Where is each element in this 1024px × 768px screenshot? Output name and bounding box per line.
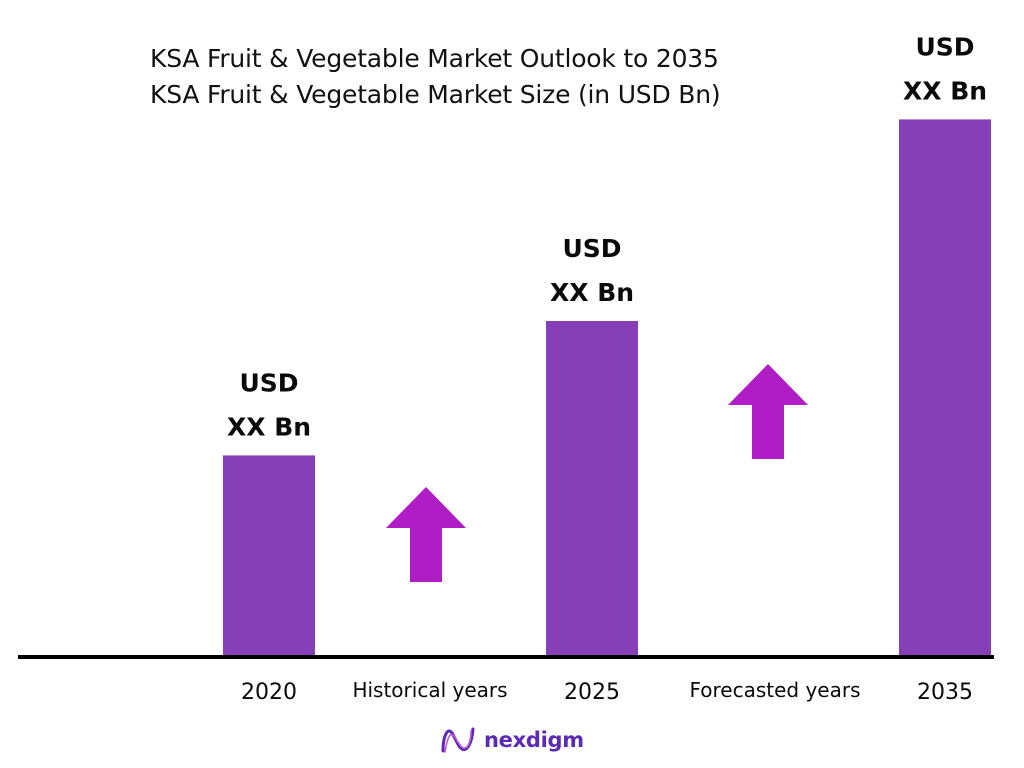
- data-label-2020-1: USD: [239, 368, 298, 397]
- bar-2025: [546, 321, 638, 657]
- nexdigm-logo-icon: [441, 727, 475, 753]
- chart-title: KSA Fruit & Vegetable Market Outlook to …: [150, 44, 719, 73]
- period-label-2: Forecasted years: [689, 678, 860, 702]
- data-label-2025-1: USD: [562, 234, 621, 263]
- data-label-2035-2: XX Bn: [903, 76, 987, 105]
- x-tick-2035: 2035: [917, 680, 973, 705]
- bar-2020: [223, 455, 315, 657]
- brand-logo: nexdigm: [440, 722, 584, 758]
- bar-2035: [899, 119, 991, 657]
- data-label-2035-1: USD: [915, 32, 974, 61]
- growth-arrow-icon: [386, 487, 466, 582]
- growth-arrow-icon: [728, 364, 808, 459]
- data-label-2020-2: XX Bn: [227, 412, 311, 441]
- data-label-2025-2: XX Bn: [550, 278, 634, 307]
- period-label-1: Historical years: [352, 678, 507, 702]
- brand-name: nexdigm: [484, 728, 584, 752]
- x-tick-2025: 2025: [564, 680, 620, 705]
- x-tick-2020: 2020: [241, 680, 297, 705]
- chart-subtitle: KSA Fruit & Vegetable Market Size (in US…: [150, 80, 721, 109]
